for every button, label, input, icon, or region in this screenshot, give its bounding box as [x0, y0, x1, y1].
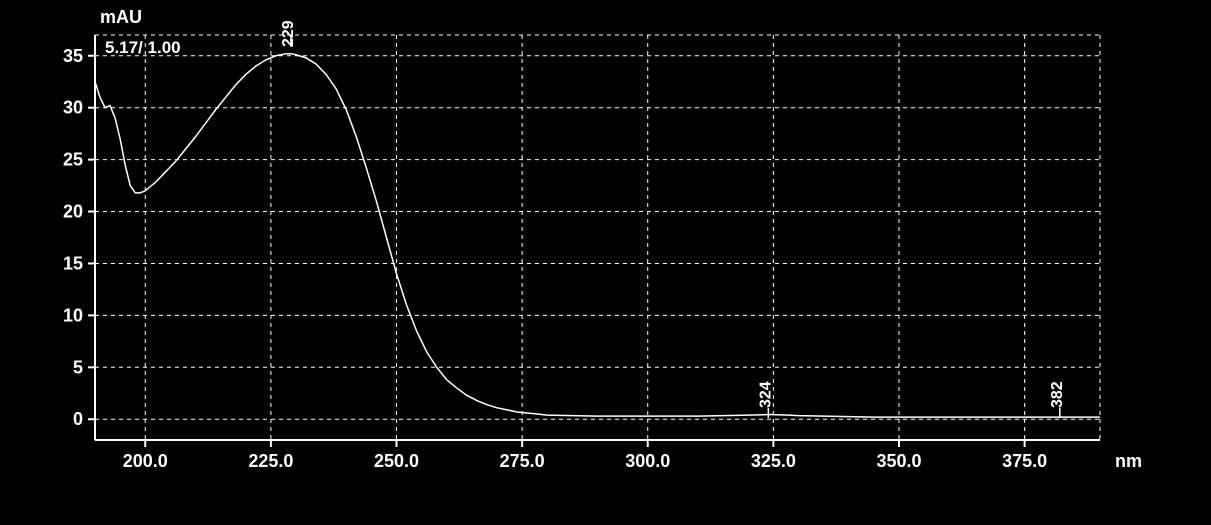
- y-tick-label: 25: [63, 150, 83, 170]
- x-tick-label: 350.0: [876, 451, 921, 471]
- chart-background: [0, 0, 1211, 525]
- uv-spectrum-chart: 0 5 10 15 20 25 30 35 200.0 225.0 250.0 275.0 300.0 3…: [0, 0, 1211, 525]
- y-tick-label: 10: [63, 305, 83, 325]
- x-tick-label: 200.0: [123, 451, 168, 471]
- x-axis-label: nm: [1115, 451, 1142, 471]
- y-axis-label: mAU: [100, 7, 142, 27]
- y-tick-label: 20: [63, 202, 83, 222]
- spectrum-title: 5.17/ 1.00: [105, 38, 181, 57]
- x-tick-label: 275.0: [500, 451, 545, 471]
- y-tick-label: 0: [73, 409, 83, 429]
- peak-label: 229: [280, 20, 297, 47]
- y-tick-label: 35: [63, 46, 83, 66]
- x-tick-label: 300.0: [625, 451, 670, 471]
- x-tick-label: 375.0: [1002, 451, 1047, 471]
- y-tick-label: 15: [63, 253, 83, 273]
- x-tick-label: 250.0: [374, 451, 419, 471]
- chart-svg: 0 5 10 15 20 25 30 35 200.0 225.0 250.0 275.0 300.0 3…: [0, 0, 1211, 525]
- peak-label: 382: [1049, 381, 1066, 408]
- x-tick-label: 225.0: [248, 451, 293, 471]
- y-tick-label: 30: [63, 98, 83, 118]
- x-tick-label: 325.0: [751, 451, 796, 471]
- peak-label: 324: [757, 381, 774, 408]
- y-tick-label: 5: [73, 357, 83, 377]
